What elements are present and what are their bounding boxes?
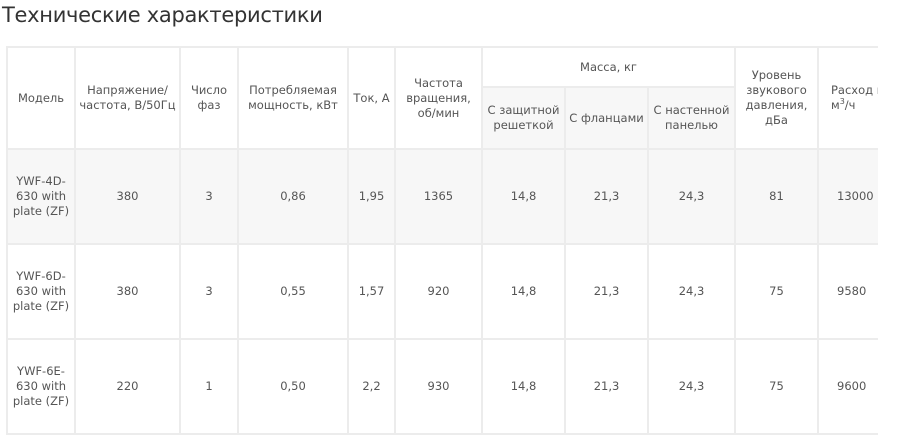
cell-airflow: 9580	[817, 243, 878, 340]
header-mass-panel: С настенной панелью	[647, 86, 736, 150]
cell-model: YWF-6D-630 with plate (ZF)	[6, 243, 76, 340]
cell-voltage: 380	[74, 243, 181, 340]
table-row: YWF-4D-630 with plate (ZF) 380 3 0,86 1,95 13…	[6, 148, 878, 245]
specs-table: Модель Напряжение/ частота, В/50Гц Число…	[6, 46, 878, 435]
cell-mass-panel: 24,3	[647, 338, 736, 435]
specs-table-container[interactable]: Модель Напряжение/ частота, В/50Гц Число…	[6, 46, 878, 446]
airflow-tail: /ч	[844, 98, 856, 112]
page-title: Технические характеристики	[2, 3, 323, 27]
cell-mass-panel: 24,3	[647, 243, 736, 340]
header-airflow: Расход воздуха, м3/ч	[817, 46, 878, 150]
airflow-sup: 3	[839, 97, 845, 107]
header-power: Потребляемая мощность, кВт	[237, 46, 349, 150]
cell-model: YWF-6E-630 with plate (ZF)	[6, 338, 76, 435]
table-row: YWF-6E-630 with plate (ZF) 220 1 0,50 2,2 930…	[6, 338, 878, 435]
cell-current: 2,2	[347, 338, 396, 435]
header-model: Модель	[6, 46, 76, 150]
cell-noise: 75	[734, 243, 819, 340]
table-row: YWF-6D-630 with plate (ZF) 380 3 0,55 1,57 92…	[6, 243, 878, 340]
cell-speed: 930	[394, 338, 483, 435]
cell-speed: 920	[394, 243, 483, 340]
cell-voltage: 220	[74, 338, 181, 435]
cell-current: 1,95	[347, 148, 396, 245]
cell-noise: 75	[734, 338, 819, 435]
header-mass-grid: С защитной решеткой	[481, 86, 566, 150]
header-mass: Масса, кг	[481, 46, 736, 88]
airflow-label: Расход воздуха, м	[831, 83, 878, 112]
header-phases: Число фаз	[179, 46, 239, 150]
cell-noise: 81	[734, 148, 819, 245]
cell-mass-flange: 21,3	[564, 243, 649, 340]
header-speed: Частота вращения, об/мин	[394, 46, 483, 150]
cell-mass-grid: 14,8	[481, 243, 566, 340]
cell-current: 1,57	[347, 243, 396, 340]
cell-model: YWF-4D-630 with plate (ZF)	[6, 148, 76, 245]
cell-power: 0,50	[237, 338, 349, 435]
cell-mass-flange: 21,3	[564, 338, 649, 435]
cell-mass-panel: 24,3	[647, 148, 736, 245]
header-mass-flange: С фланцами	[564, 86, 649, 150]
cell-power: 0,86	[237, 148, 349, 245]
cell-speed: 1365	[394, 148, 483, 245]
header-voltage: Напряжение/ частота, В/50Гц	[74, 46, 181, 150]
cell-phases: 3	[179, 243, 239, 340]
cell-voltage: 380	[74, 148, 181, 245]
cell-power: 0,55	[237, 243, 349, 340]
cell-phases: 3	[179, 148, 239, 245]
header-current: Ток, А	[347, 46, 396, 150]
header-noise: Уровень звукового давления, дБа	[734, 46, 819, 150]
cell-airflow: 9600	[817, 338, 878, 435]
cell-mass-grid: 14,8	[481, 148, 566, 245]
cell-mass-flange: 21,3	[564, 148, 649, 245]
cell-airflow: 13000	[817, 148, 878, 245]
cell-phases: 1	[179, 338, 239, 435]
cell-mass-grid: 14,8	[481, 338, 566, 435]
